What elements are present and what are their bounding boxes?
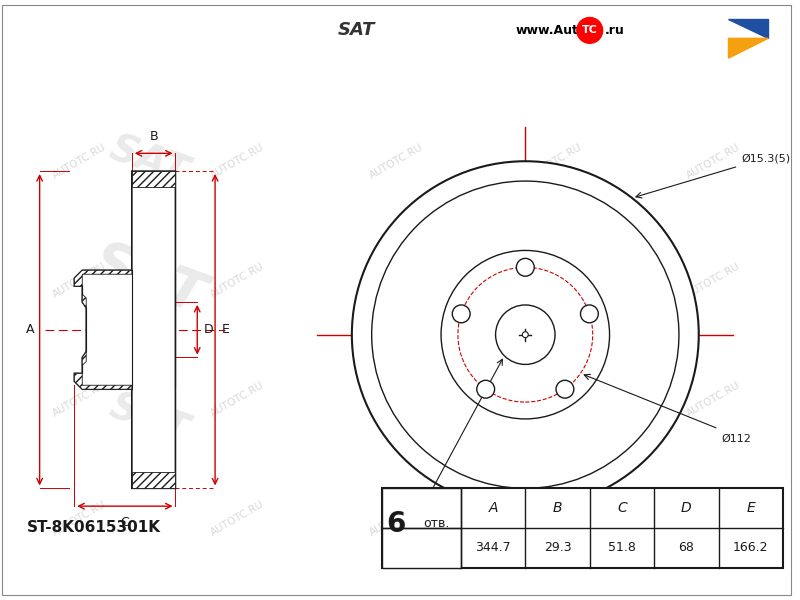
- Text: AUTOTC.RU: AUTOTC.RU: [685, 142, 742, 181]
- Polygon shape: [132, 472, 175, 488]
- Text: AUTOTC.RU: AUTOTC.RU: [50, 380, 108, 418]
- Text: AUTOTC.RU: AUTOTC.RU: [526, 142, 583, 181]
- Text: C: C: [121, 516, 130, 529]
- Polygon shape: [74, 171, 175, 488]
- Polygon shape: [729, 19, 768, 38]
- Circle shape: [556, 380, 574, 398]
- Text: ST-8K0615301K: ST-8K0615301K: [27, 520, 161, 535]
- Text: E: E: [222, 323, 230, 336]
- Text: Ø112: Ø112: [722, 434, 751, 444]
- Text: AUTOTC.RU: AUTOTC.RU: [50, 142, 108, 181]
- Text: SAT: SAT: [416, 283, 575, 396]
- Text: D: D: [681, 501, 692, 515]
- Text: AUTOTC.RU: AUTOTC.RU: [526, 380, 583, 418]
- Text: AUTOTC.RU: AUTOTC.RU: [685, 261, 742, 299]
- Text: AUTOTC.RU: AUTOTC.RU: [50, 499, 108, 538]
- Circle shape: [577, 17, 602, 43]
- Polygon shape: [729, 38, 768, 58]
- Circle shape: [452, 305, 470, 323]
- Text: AUTOTC.RU: AUTOTC.RU: [685, 499, 742, 538]
- Text: 29.3: 29.3: [544, 541, 571, 554]
- Text: AUTOTC.RU: AUTOTC.RU: [210, 380, 266, 418]
- Text: AUTOTC.RU: AUTOTC.RU: [210, 261, 266, 299]
- Text: Ø6.5: Ø6.5: [414, 535, 441, 545]
- Text: AUTOTC.RU: AUTOTC.RU: [210, 142, 266, 181]
- Text: Ø15.3(5): Ø15.3(5): [742, 153, 790, 163]
- Text: SAT: SAT: [338, 22, 375, 40]
- Circle shape: [441, 250, 610, 419]
- Text: 166.2: 166.2: [733, 541, 769, 554]
- Circle shape: [477, 380, 494, 398]
- Circle shape: [352, 161, 698, 508]
- Polygon shape: [132, 171, 175, 187]
- Text: B: B: [150, 130, 158, 143]
- Text: 51.8: 51.8: [608, 541, 636, 554]
- Bar: [382, 488, 461, 568]
- Polygon shape: [82, 294, 86, 308]
- Text: A: A: [26, 323, 34, 336]
- Text: D: D: [204, 323, 214, 336]
- Text: C: C: [617, 501, 627, 515]
- Polygon shape: [82, 352, 86, 365]
- Text: AUTOTC.RU: AUTOTC.RU: [368, 499, 425, 538]
- Text: TC: TC: [582, 25, 598, 35]
- Text: www.Auto: www.Auto: [515, 24, 586, 37]
- Text: SAT: SAT: [445, 413, 546, 485]
- Text: SAT: SAT: [104, 387, 193, 451]
- Text: отв.: отв.: [423, 517, 450, 530]
- Circle shape: [372, 181, 679, 488]
- Text: .ru: .ru: [605, 24, 624, 37]
- Text: AUTOTC.RU: AUTOTC.RU: [526, 499, 583, 538]
- Text: A: A: [488, 501, 498, 515]
- Text: AUTOTC.RU: AUTOTC.RU: [210, 499, 266, 538]
- Text: AUTOTC.RU: AUTOTC.RU: [368, 142, 425, 181]
- Circle shape: [522, 332, 528, 338]
- Text: AUTOTC.RU: AUTOTC.RU: [368, 261, 425, 299]
- Text: AUTOTC.RU: AUTOTC.RU: [526, 261, 583, 299]
- Circle shape: [581, 305, 598, 323]
- Text: AUTOTC.RU: AUTOTC.RU: [368, 380, 425, 418]
- Text: AUTOTC.RU: AUTOTC.RU: [685, 380, 742, 418]
- Bar: [382, 488, 783, 568]
- Text: AUTOTC.RU: AUTOTC.RU: [50, 261, 108, 299]
- Polygon shape: [74, 270, 132, 286]
- Circle shape: [495, 305, 555, 364]
- Circle shape: [516, 259, 534, 276]
- Text: 344.7: 344.7: [475, 541, 511, 554]
- Text: SAT: SAT: [85, 235, 212, 325]
- Text: 6: 6: [386, 510, 405, 538]
- Text: SAT: SAT: [104, 130, 193, 193]
- Text: E: E: [746, 501, 755, 515]
- Polygon shape: [74, 373, 132, 389]
- Text: 68: 68: [678, 541, 694, 554]
- Text: B: B: [553, 501, 562, 515]
